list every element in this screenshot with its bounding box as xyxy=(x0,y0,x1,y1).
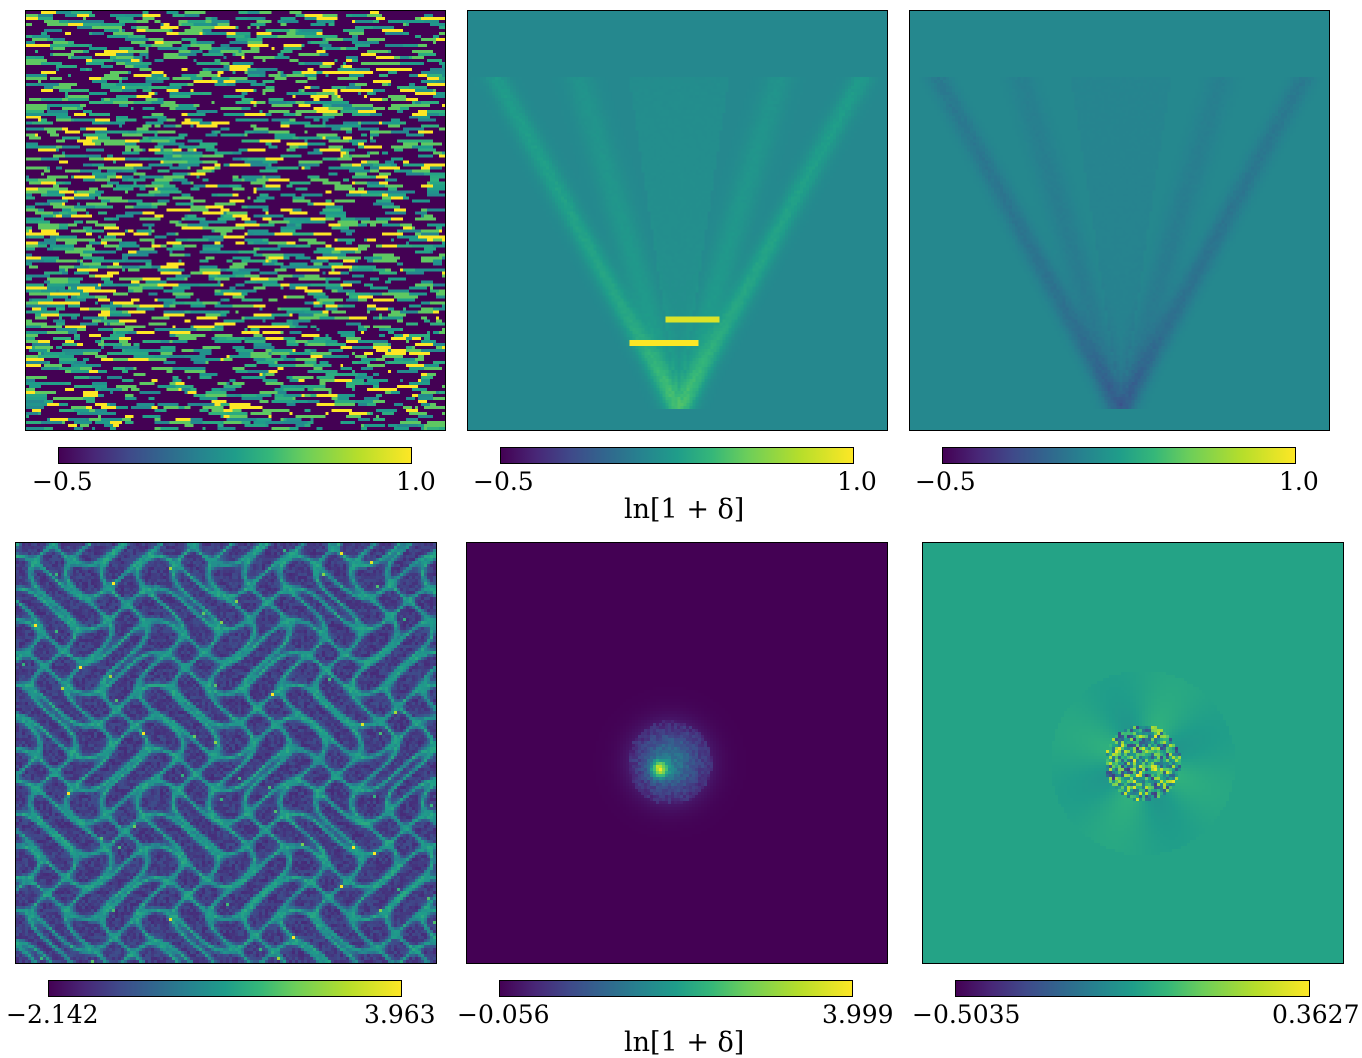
colorbar-top-center xyxy=(500,447,854,464)
colorbar-axis-label: ln[1 + δ] xyxy=(624,1027,745,1058)
heatmap-canvas xyxy=(16,543,436,963)
colorbar-bottom-center xyxy=(499,980,853,997)
colorbar-max-label: 1.0 xyxy=(396,467,436,496)
colorbar-min-label: −0.5 xyxy=(915,467,976,496)
heatmap-canvas xyxy=(26,11,445,430)
colorbar-max-label: 3.963 xyxy=(364,1000,436,1029)
heatmap-canvas xyxy=(468,11,887,430)
colorbar-bottom-right xyxy=(955,980,1310,997)
colorbar-max-label: 1.0 xyxy=(1279,467,1319,496)
colorbar-max-label: 3.999 xyxy=(822,1000,894,1029)
colorbar-axis-label: ln[1 + δ] xyxy=(624,494,745,525)
colorbar-min-label: −0.5 xyxy=(473,467,534,496)
colorbar-min-label: −0.5035 xyxy=(912,1000,1021,1029)
heatmap-bottom-right xyxy=(922,542,1344,964)
heatmap-canvas xyxy=(923,543,1343,963)
colorbar-min-label: −2.142 xyxy=(6,1000,99,1029)
heatmap-top-left xyxy=(25,10,446,431)
heatmap-bottom-center xyxy=(466,542,888,964)
colorbar-min-label: −0.056 xyxy=(457,1000,550,1029)
heatmap-top-right xyxy=(909,10,1330,431)
colorbar-top-left xyxy=(58,447,412,464)
colorbar-bottom-left xyxy=(48,980,402,997)
heatmap-canvas xyxy=(467,543,887,963)
heatmap-bottom-left xyxy=(15,542,437,964)
heatmap-canvas xyxy=(910,11,1329,430)
colorbar-max-label: 0.3627 xyxy=(1272,1000,1360,1029)
colorbar-max-label: 1.0 xyxy=(837,467,877,496)
colorbar-min-label: −0.5 xyxy=(32,467,93,496)
colorbar-top-right xyxy=(942,447,1296,464)
heatmap-top-center xyxy=(467,10,888,431)
